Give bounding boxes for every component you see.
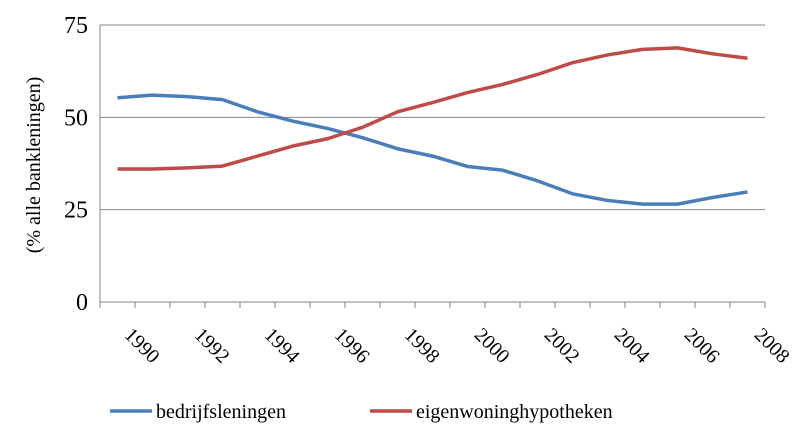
y-tick-label: 50 [64, 105, 88, 131]
x-tick-label: 1998 [400, 324, 444, 368]
x-tick-label: 2008 [750, 324, 794, 368]
y-tick-label: 0 [76, 290, 88, 316]
y-tick-label: 75 [64, 13, 88, 39]
series-line [117, 93, 748, 206]
series-line [117, 46, 748, 171]
x-tick-label: 1994 [260, 324, 304, 368]
x-tick-label: 2004 [610, 324, 654, 368]
x-tick-label: 2002 [540, 324, 584, 368]
y-axis-label: (% alle bankleningen) [23, 77, 45, 254]
legend-label: eigenwoninghypotheken [416, 401, 613, 423]
legend-label: bedrijfsleningen [156, 401, 286, 423]
x-tick-label: 2006 [680, 324, 724, 368]
x-tick-label: 1990 [120, 324, 164, 368]
x-tick-label: 1996 [330, 324, 374, 368]
y-tick-label: 25 [64, 198, 88, 224]
x-tick-label: 1992 [190, 324, 234, 368]
x-tick-label: 2000 [470, 324, 514, 368]
